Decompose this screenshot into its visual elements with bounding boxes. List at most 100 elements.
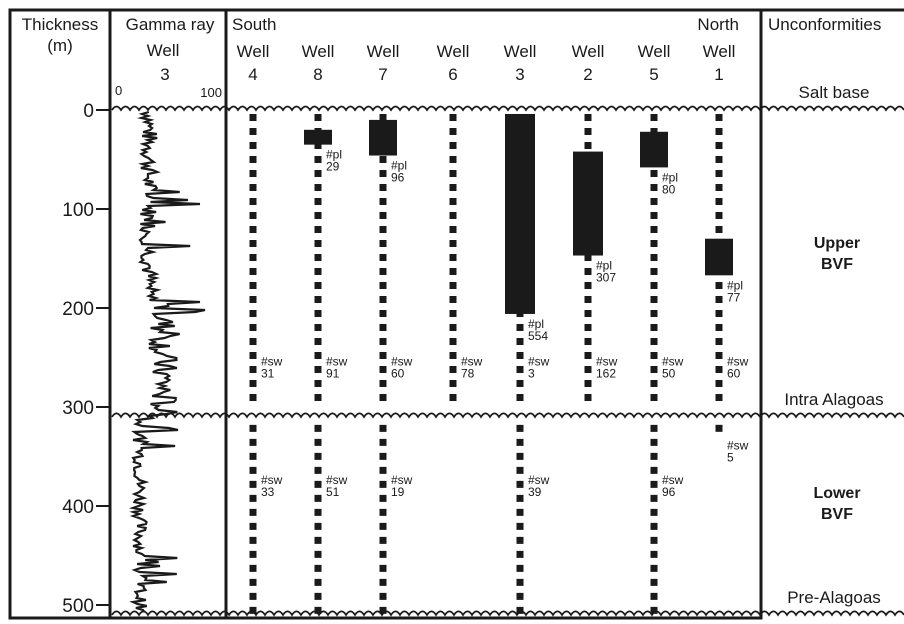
- well-1-sw-upper-label-tag: #sw: [727, 354, 749, 368]
- well-6-sw-upper-label-count: 78: [461, 366, 475, 380]
- well-4-sw-upper-label-tag: #sw: [261, 354, 283, 368]
- axis-tick-label: 100: [62, 200, 94, 221]
- axis-tick-label: 0: [83, 101, 94, 122]
- well-6-header-word: Well: [437, 42, 470, 61]
- well-4-sw-lower-label-tag: #sw: [261, 473, 283, 487]
- south-label: South: [232, 15, 276, 34]
- well-3-interval-bar: [505, 113, 535, 314]
- unconformity-label: Salt base: [799, 83, 870, 102]
- gamma-ray-curve: [128, 110, 206, 613]
- well-1-header-number: 1: [714, 65, 723, 84]
- thickness-axis: 0 100 200 300 400 500: [62, 101, 112, 618]
- axis-tick-label: 500: [62, 596, 94, 617]
- well-8-sw-upper-label-tag: #sw: [326, 354, 348, 368]
- unconformity-labels: Salt base Intra Alagoas Pre-Alagoas: [784, 83, 883, 607]
- well-5-sw-lower-label-tag: #sw: [662, 473, 684, 487]
- well-3-header-word: Well: [504, 42, 537, 61]
- well-3-sw-upper-label-count: 3: [528, 366, 535, 380]
- well-2-header-word: Well: [572, 42, 605, 61]
- thickness-header-line1: Thickness: [22, 15, 99, 34]
- well-7-header-word: Well: [367, 42, 400, 61]
- well-3-pl-label-tag: #pl: [528, 317, 544, 331]
- well-6-header-number: 6: [448, 65, 457, 84]
- gamma-header-line1: Gamma ray: [126, 15, 215, 34]
- well-2-interval-bar: [573, 151, 603, 256]
- well-8-sw-lower-label-count: 51: [326, 485, 340, 499]
- unconformity-label: Pre-Alagoas: [787, 588, 881, 607]
- gamma-header-line3: 3: [160, 65, 169, 84]
- well-7-header-number: 7: [378, 65, 387, 84]
- well-8-pl-label-count: 29: [326, 160, 340, 174]
- well-8-sw-lower-label-tag: #sw: [326, 473, 348, 487]
- well-1-sw-lower-label-tag: #sw: [727, 439, 749, 453]
- unconformity-lines: [111, 105, 904, 617]
- well-1-interval-bar: [705, 238, 733, 276]
- well-2-pl-label-tag: #pl: [596, 259, 612, 273]
- unconformity-line: [111, 412, 904, 419]
- well-1-sw-upper-label-count: 60: [727, 366, 741, 380]
- well-2-header-number: 2: [583, 65, 592, 84]
- unconformity-line: [111, 105, 904, 112]
- well-7-pl-label-count: 96: [391, 171, 405, 185]
- well-3-sw-upper-label-tag: #sw: [528, 354, 550, 368]
- well-5-header-word: Well: [638, 42, 671, 61]
- well-1-pl-label-tag: #pl: [727, 278, 743, 292]
- well-5-sw-upper-label-count: 50: [662, 366, 676, 380]
- unconformity-label: Intra Alagoas: [784, 390, 883, 409]
- gamma-ray-log: [128, 110, 206, 613]
- well-3-header-number: 3: [515, 65, 524, 84]
- well-5-sw-lower-label-count: 96: [662, 485, 676, 499]
- panel-frames: [8, 8, 904, 620]
- wells-panel-frame: [224, 8, 763, 620]
- well-4-sw-lower-label-count: 33: [261, 485, 275, 499]
- well-headers: Well 4 Well 8 Well 7 Well 6 Well 3 Well 2 Well 5 Well 1: [237, 42, 736, 84]
- well-8-sw-upper-label-count: 91: [326, 366, 340, 380]
- gamma-header-line2: Well: [147, 41, 180, 60]
- well-2-sw-upper-label-count: 162: [596, 366, 616, 380]
- gamma-scale-max: 100: [200, 85, 222, 100]
- well-8-pl-label-tag: #pl: [326, 148, 342, 162]
- well-3-pl-label-count: 554: [528, 329, 548, 343]
- axis-tick-label: 200: [62, 299, 94, 320]
- well-8-interval-bar: [304, 129, 332, 145]
- well-5-sw-upper-label-tag: #sw: [662, 354, 684, 368]
- axis-tick-label: 300: [62, 398, 94, 419]
- gamma-scale-min: 0: [115, 83, 122, 98]
- well-6-sw-upper-label-tag: #sw: [461, 354, 483, 368]
- thickness-header-line2: (m): [47, 36, 72, 55]
- well-5-header-number: 5: [649, 65, 658, 84]
- well-5-pl-label-tag: #pl: [662, 170, 678, 184]
- thickness-panel-frame: [8, 8, 112, 620]
- well-8-header-number: 8: [313, 65, 322, 84]
- zone-labels: Upper BVF Lower BVF: [813, 235, 860, 523]
- well-columns: #sw31#sw33#pl29#sw91#sw51#pl96#sw60#sw19…: [249, 113, 749, 615]
- well-1-sw-lower-label-count: 5: [727, 451, 734, 465]
- zone-label: BVF: [821, 506, 853, 523]
- well-1-header-word: Well: [703, 42, 736, 61]
- well-4-sw-upper-label-count: 31: [261, 366, 275, 380]
- well-3-sw-lower-label-count: 39: [528, 485, 542, 499]
- unconformity-line: [111, 610, 904, 617]
- well-4-header-word: Well: [237, 42, 270, 61]
- well-5-pl-label-count: 80: [662, 182, 676, 196]
- well-2-pl-label-count: 307: [596, 271, 616, 285]
- well-5-interval-bar: [640, 131, 668, 168]
- well-8-header-word: Well: [302, 42, 335, 61]
- zone-label: BVF: [821, 256, 853, 273]
- well-7-sw-lower-label-count: 19: [391, 485, 405, 499]
- well-7-sw-lower-label-tag: #sw: [391, 473, 413, 487]
- axis-tick-label: 400: [62, 497, 94, 518]
- well-7-pl-label-tag: #pl: [391, 159, 407, 173]
- well-7-interval-bar: [369, 119, 397, 156]
- headers: Thickness (m) Gamma ray Well 3 South Nor…: [22, 15, 882, 100]
- well-4-header-number: 4: [248, 65, 257, 84]
- unconformities-header: Unconformities: [768, 15, 881, 34]
- zone-label: Upper: [814, 235, 860, 252]
- well-3-sw-lower-label-tag: #sw: [528, 473, 550, 487]
- well-7-sw-upper-label-tag: #sw: [391, 354, 413, 368]
- well-1-pl-label-count: 77: [727, 290, 741, 304]
- zone-label: Lower: [813, 485, 860, 502]
- well-7-sw-upper-label-count: 60: [391, 366, 405, 380]
- north-label: North: [697, 15, 739, 34]
